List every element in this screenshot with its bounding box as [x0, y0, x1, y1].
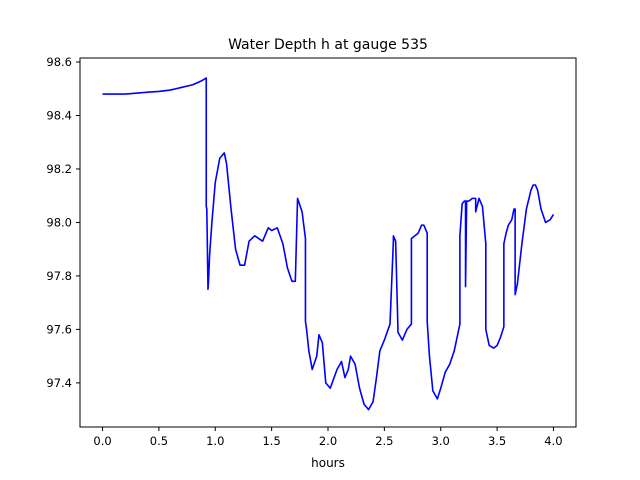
chart-title: Water Depth h at gauge 535	[228, 37, 428, 53]
x-tick-label: 4.0	[544, 434, 562, 448]
y-tick-label: 98.2	[46, 162, 72, 176]
y-tick-label: 98.4	[46, 108, 72, 122]
x-tick-label: 2.0	[319, 434, 337, 448]
y-tick-label: 98.0	[46, 215, 72, 229]
x-tick-label: 1.5	[262, 434, 280, 448]
series-line	[102, 77, 555, 411]
x-axis-label: hours	[311, 456, 345, 470]
x-tick-label: 0.5	[150, 434, 168, 448]
plot-frame	[79, 57, 577, 428]
y-tick-label: 98.6	[46, 55, 72, 69]
x-tick-label: 0.0	[93, 434, 111, 448]
x-tick-label: 2.5	[375, 434, 393, 448]
y-axis: 97.4 97.6 97.8 98.0 98.2 98.4 98.6	[46, 55, 80, 390]
x-tick-label: 3.5	[488, 434, 506, 448]
y-tick-label: 97.8	[46, 269, 72, 283]
x-tick-label: 3.0	[432, 434, 450, 448]
x-tick-label: 1.0	[206, 434, 224, 448]
y-tick-label: 97.6	[46, 322, 72, 336]
y-tick-label: 97.4	[46, 376, 72, 390]
x-axis: 0.0 0.5 1.0 1.5 2.0 2.5 3.0 3.5 4.0	[93, 427, 563, 448]
